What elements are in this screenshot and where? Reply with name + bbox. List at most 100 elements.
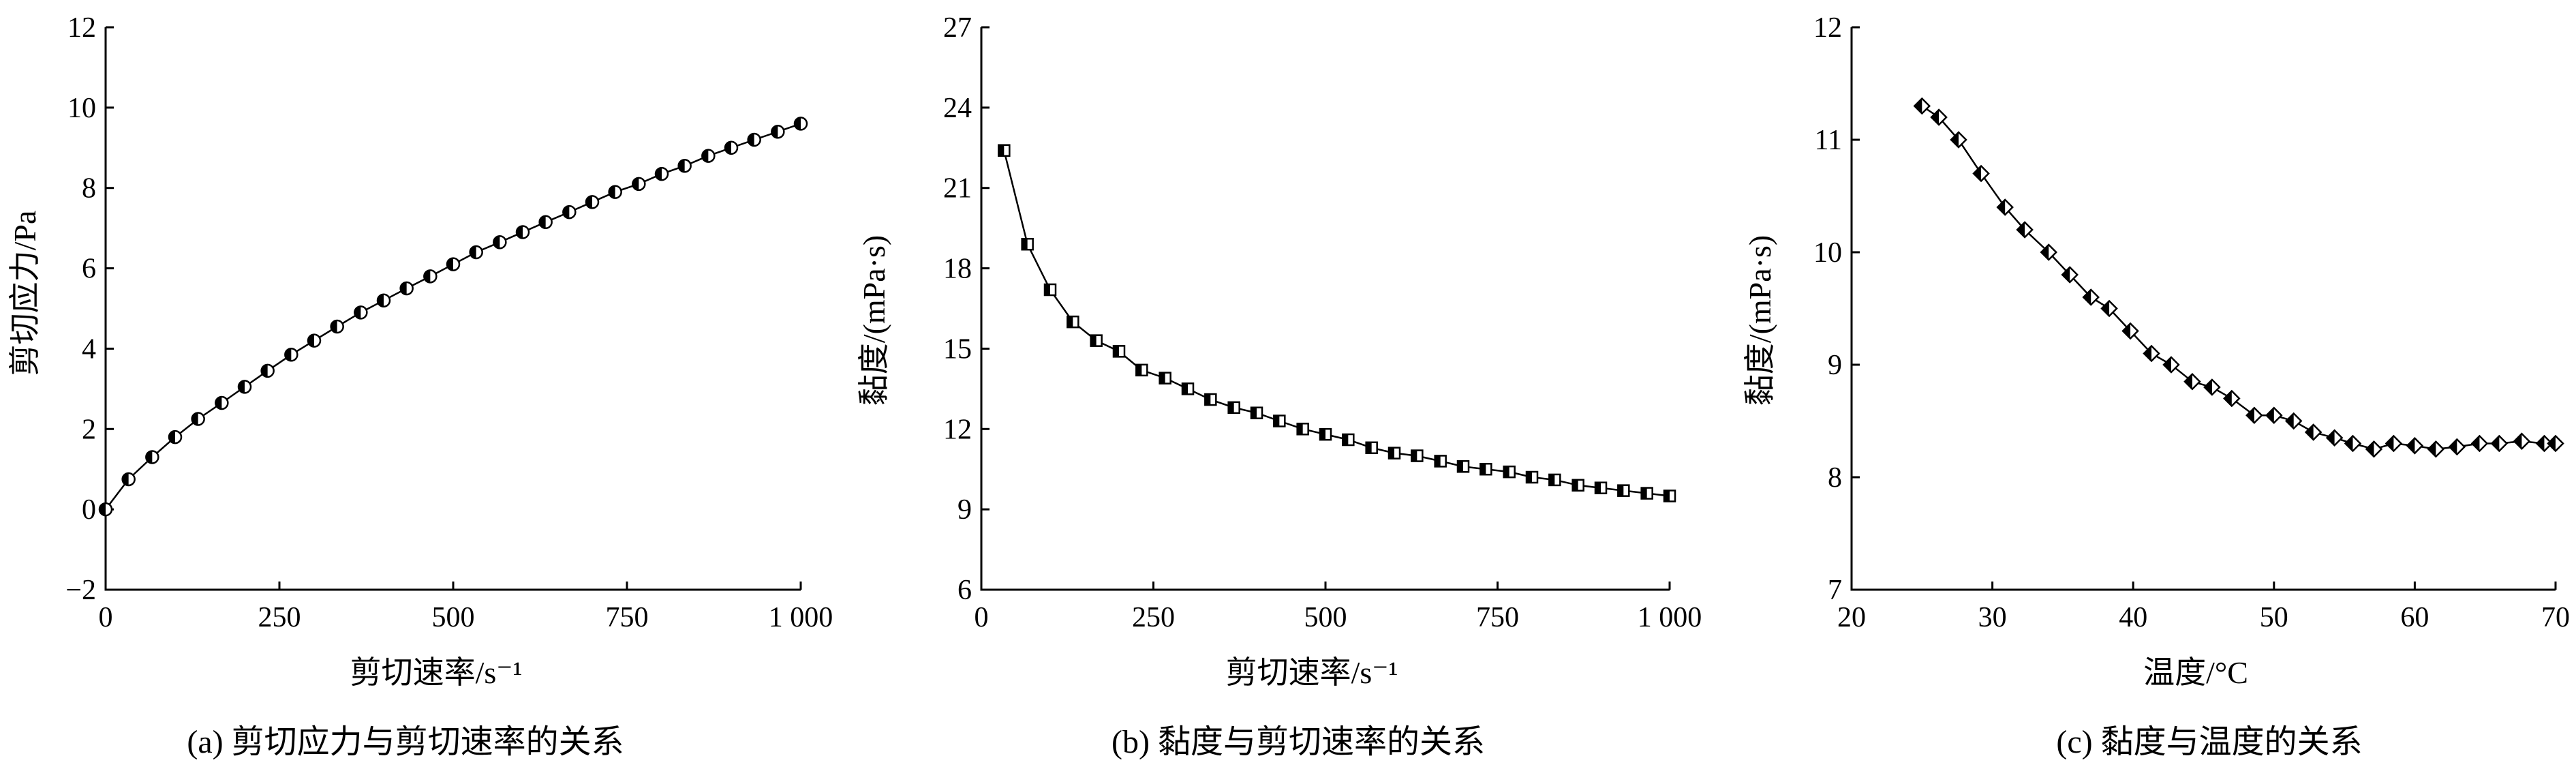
panel-a-data-point (446, 257, 461, 271)
panel-a-data-point (237, 380, 252, 394)
panel-b-data-point (1135, 363, 1148, 377)
panel-b-ylabel: 黏度/(mPa·s) (857, 235, 891, 406)
panel-b-data-point (1067, 315, 1079, 329)
panel-b: 6 9 12 15 18 21 24 27 0 250 500 750 1 000 黏度/(mPa·s)… (857, 12, 1702, 760)
panel-b-xtick-label: 750 (1476, 602, 1519, 633)
panel-b-ytick-label: 18 (943, 254, 972, 285)
panel-b-axes (980, 27, 1670, 591)
panel-c-caption: (c) 黏度与温度的关系 (2056, 724, 2362, 760)
panel-a-data-point (260, 363, 275, 378)
panel-c-data-point (2344, 434, 2362, 453)
panel-b-data-point (1342, 433, 1355, 447)
panel-a-data-point (793, 117, 808, 131)
panel-a-data-point (771, 124, 785, 139)
panel-c-data-point (2304, 423, 2322, 441)
panel-c-data-point (2385, 434, 2403, 453)
panel-b-data-point (1250, 406, 1263, 419)
panel-a-data-point (191, 412, 205, 426)
panel-c-data-point (2143, 344, 2160, 363)
panel-a-xtick-label: 1 000 (769, 602, 833, 633)
panel-a-data-point (585, 195, 600, 209)
panel-c-xtick-label: 60 (2400, 602, 2429, 633)
panel-a-axes (104, 27, 801, 591)
panel-a-data-point (423, 269, 438, 284)
panel-c-data-point (1996, 198, 2014, 216)
panel-b-data-point (1090, 334, 1103, 347)
panel-a-data-point (632, 177, 646, 192)
panel-b-data-point (1181, 382, 1195, 395)
panel-a-caption: (a) 剪切应力与剪切速率的关系 (187, 724, 624, 760)
panel-c-data-point (1930, 108, 1948, 126)
panel-c-data-point (2100, 299, 2118, 318)
panel-a-ytick-label: 0 (82, 494, 96, 526)
panel-b-data-point (1571, 479, 1584, 492)
panel-c-xtick-label: 30 (1978, 602, 2007, 633)
panel-c-data-point (2427, 440, 2445, 458)
panel-c-data-point (2448, 438, 2466, 456)
panel-a-data-point (215, 395, 229, 410)
panel-b-data-point (1640, 487, 1653, 500)
panel-c-data-point (1950, 131, 1967, 149)
panel-b-ytick-label: 21 (943, 173, 972, 205)
panel-c-data-point (2016, 221, 2034, 239)
panel-c-xtick-label: 40 (2119, 602, 2147, 633)
panel-c-data-point (2265, 406, 2283, 425)
panel-c-ytick-label: 9 (1828, 350, 1842, 381)
panel-c-xlabel: 温度/°C (2143, 655, 2248, 690)
panel-b-data-point (1548, 473, 1561, 487)
panel-b-xlabel: 剪切速率/s⁻¹ (1226, 655, 1398, 690)
panel-a-ytick-label: 4 (82, 333, 96, 365)
panel-a-xtick-label: 0 (99, 602, 113, 633)
panel-c-ytick-label: 8 (1828, 462, 1842, 494)
panel-b-data-point (1663, 489, 1676, 502)
panel-c: 7 8 9 10 11 12 20 30 40 50 60 70 黏度/(mPa·s) 温度/°C (… (1743, 12, 2570, 760)
panel-a-data-point (701, 149, 716, 163)
panel-b-ytick-label: 15 (943, 333, 972, 365)
panel-b-series-line (1003, 150, 1670, 497)
panel-a-data-point (121, 472, 136, 487)
panel-a-xlabel: 剪切速率/s⁻¹ (350, 655, 523, 690)
panel-a-xtick-label: 500 (432, 602, 475, 633)
panel-a-ytick-label: −2 (65, 575, 96, 606)
panel-c-data-point (2245, 406, 2263, 425)
panel-a-xtick-label: 750 (606, 602, 649, 633)
panel-c-data-point (1913, 97, 1931, 115)
panel-b-data-point (1112, 345, 1126, 358)
panel-a-data-point (493, 235, 507, 250)
panel-b-data-point (1503, 465, 1516, 479)
panel-a-ylabel: 剪切应力/Pa (7, 211, 42, 376)
panel-a-ytick-label: 10 (67, 93, 96, 124)
panel-b-ytick-label: 6 (957, 575, 972, 606)
panel-a-data-point (469, 245, 483, 260)
panel-c-data-point (2513, 432, 2531, 450)
panel-b-data-point (1479, 462, 1492, 476)
panel-b-caption: (b) 黏度与剪切速率的关系 (1111, 724, 1485, 760)
panel-a-data-point (724, 140, 739, 155)
panel-c-data-point (2203, 378, 2221, 396)
panel-b-data-point (1434, 455, 1447, 468)
panel-b-data-point (1043, 283, 1057, 297)
panel-a-data-point (168, 429, 183, 444)
panel-b-xtick-label: 1 000 (1638, 602, 1702, 633)
panel-a-data-point (145, 450, 159, 464)
panel-c-ytick-label: 10 (1813, 237, 1842, 269)
panel-c-ytick-label: 12 (1813, 12, 1842, 44)
panel-a-data-point (354, 305, 368, 320)
panel-b-xtick-label: 250 (1132, 602, 1175, 633)
panel-b-ytick-label: 12 (943, 414, 972, 445)
panel-c-data-point (2325, 429, 2344, 447)
panel-a-data-point (747, 132, 761, 147)
panel-a-ytick-label: 6 (82, 254, 96, 285)
panel-a-xtick-label: 250 (258, 602, 301, 633)
panel-b-data-point (1227, 401, 1240, 414)
panel-a-data-point (515, 225, 530, 239)
panel-b-data-point (1387, 447, 1401, 459)
panel-c-xtick-label: 50 (2260, 602, 2288, 633)
panel-b-data-point (1319, 427, 1332, 441)
panel-b-ytick-label: 24 (943, 93, 972, 124)
panel-c-data-point (2406, 437, 2424, 455)
panel-b-plot: 6 9 12 15 18 21 24 27 0 250 500 750 1 000 (943, 12, 1702, 633)
panel-a-data-point (677, 159, 692, 173)
